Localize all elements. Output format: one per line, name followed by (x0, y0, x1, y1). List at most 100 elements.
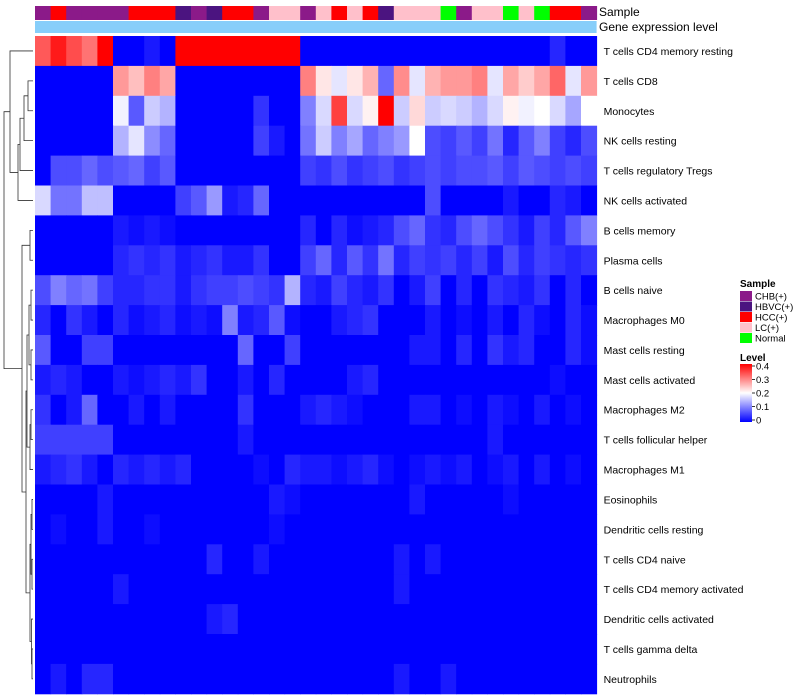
heatmap-cell (581, 394, 598, 426)
heatmap-cell (128, 155, 145, 186)
heatmap-cell (113, 155, 130, 186)
heatmap-cell (425, 335, 442, 366)
row-dendrogram (3, 50, 33, 680)
heatmap-cell (534, 155, 551, 186)
heatmap-cell (378, 604, 395, 635)
heatmap-cell (487, 484, 504, 515)
heatmap-cell (347, 634, 364, 665)
heatmap-cell (331, 484, 348, 515)
heatmap-cell (347, 185, 364, 216)
heatmap-cell (581, 185, 598, 216)
heatmap-cell (66, 305, 83, 336)
heatmap-cell (565, 604, 582, 635)
heatmap-cell (503, 544, 520, 575)
heatmap-cell (237, 484, 254, 515)
heatmap-cell (81, 185, 98, 216)
heatmap-cell (144, 305, 161, 336)
heatmap-cell (284, 245, 301, 276)
heatmap-cell (425, 454, 442, 485)
heatmap-cell (144, 155, 161, 186)
heatmap-cell (440, 275, 457, 306)
heatmap-cell (378, 394, 395, 426)
heatmap-cell (347, 215, 364, 246)
heatmap-cell (300, 335, 317, 366)
dendrogram-branch (29, 229, 33, 261)
heatmap-cell (409, 95, 426, 127)
heatmap-cell (50, 155, 67, 186)
heatmap-cell (440, 305, 457, 336)
heatmap-cell (393, 36, 410, 67)
heatmap-cell (456, 155, 473, 186)
heatmap-cell (347, 125, 364, 157)
heatmap-cell (503, 335, 520, 366)
heatmap-cell (393, 215, 410, 246)
heatmap-cell (253, 65, 270, 97)
heatmap-cell (81, 604, 98, 635)
heatmap-cell (300, 364, 317, 396)
row-label: Mast cells activated (604, 375, 696, 387)
dendrogram-branch (30, 349, 33, 381)
heatmap-cell (35, 454, 52, 485)
heatmap-cell (253, 305, 270, 336)
heatmap-cell (81, 364, 98, 396)
heatmap-cell (128, 275, 145, 306)
heatmap-cell (284, 364, 301, 396)
heatmap-cell (253, 574, 270, 605)
heatmap-cell (315, 544, 332, 575)
heatmap-cell (503, 634, 520, 665)
heatmap-cell (409, 394, 426, 426)
heatmap-cell (534, 125, 551, 157)
heatmap-cell (66, 574, 83, 605)
heatmap-cell (347, 245, 364, 276)
legend-level-title: Level (740, 353, 766, 364)
heatmap-cell (409, 574, 426, 605)
heatmap-cell (440, 394, 457, 426)
heatmap-cell (331, 663, 348, 695)
heatmap-cell (393, 364, 410, 396)
heatmap-cell (128, 634, 145, 665)
heatmap-cell (113, 364, 130, 396)
sample-annotation-cell (440, 6, 457, 20)
heatmap-cell (378, 245, 395, 276)
heatmap-cell (487, 305, 504, 336)
heatmap-cell (315, 634, 332, 665)
heatmap-cell (50, 95, 67, 127)
heatmap-cell (347, 65, 364, 97)
heatmap-cell (503, 364, 520, 396)
heatmap-cell (159, 634, 176, 665)
heatmap-cell (191, 245, 208, 276)
heatmap-cell (549, 364, 566, 396)
heatmap-cell (347, 335, 364, 366)
heatmap-cell (269, 215, 286, 246)
heatmap-cell (440, 663, 457, 695)
heatmap-cell (409, 125, 426, 157)
heatmap-cell (222, 663, 239, 695)
heatmap-cell (425, 663, 442, 695)
heatmap-cell (206, 394, 223, 426)
heatmap-cell (128, 125, 145, 157)
heatmap-cell (471, 394, 488, 426)
heatmap-cell (471, 634, 488, 665)
heatmap-cell (300, 634, 317, 665)
heatmap-cell (175, 335, 192, 366)
heatmap-cell (331, 215, 348, 246)
heatmap-cell (315, 185, 332, 216)
heatmap-cell (534, 305, 551, 336)
heatmap-cell (128, 454, 145, 485)
heatmap-cell (206, 454, 223, 485)
heatmap-cell (113, 394, 130, 426)
heatmap-cell (378, 305, 395, 336)
heatmap-cell (128, 245, 145, 276)
heatmap-cell (487, 364, 504, 396)
heatmap-cell (518, 125, 535, 157)
heatmap-cell (206, 335, 223, 366)
heatmap-cell (331, 36, 348, 67)
heatmap-cell (315, 95, 332, 127)
heatmap-cell (50, 65, 67, 97)
heatmap-cell (191, 185, 208, 216)
sample-annotation-cell (253, 6, 270, 20)
heatmap-cell (456, 185, 473, 216)
heatmap-cell (581, 454, 598, 485)
heatmap-cell (191, 663, 208, 695)
heatmap-cell (35, 634, 52, 665)
